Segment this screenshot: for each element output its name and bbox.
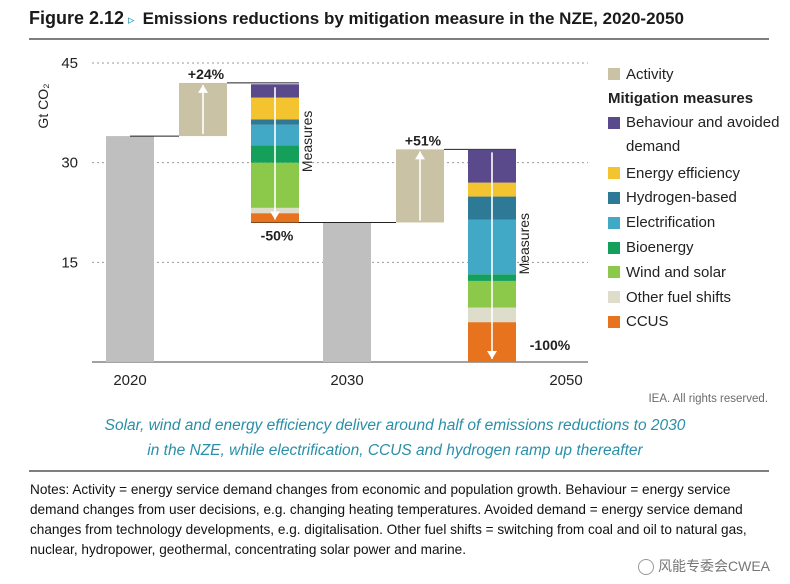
legend-label: Energy efficiency [626,164,740,182]
activity-label: +51% [405,132,442,148]
caption-line-2: in the NZE, while electrification, CCUS … [147,442,643,459]
measures-arrow-head [270,211,280,220]
legend-swatch-activity [608,68,620,81]
legend-item: Bioenergy [608,235,788,260]
activity-arrow-head [415,151,425,160]
legend-items: Behaviour and avoided demand Energy effic… [608,111,788,335]
legend-item: Wind and solar [608,260,788,285]
figure-arrow-icon: ▹ [128,12,135,27]
legend-label-activity: Activity [626,65,674,83]
rights-notice: IEA. All rights reserved. [648,393,768,405]
figure-header: Figure 2.12 ▹ Emissions reductions by miti… [29,8,774,38]
legend-item: Other fuel shifts [608,285,788,310]
y-axis-label: Gt CO₂ [35,83,51,128]
x-tick-label: 2050 [549,372,582,389]
legend-item: CCUS [608,310,788,335]
x-tick-label: 2020 [113,372,146,389]
legend-swatch [608,116,620,129]
legend-swatch [608,216,620,229]
legend-label: Behaviour and avoided demand [626,113,780,155]
reduction-label: -100% [530,337,571,353]
activity-arrow-head [198,84,208,93]
figure-title: Emissions reductions by mitigation measu… [142,9,684,28]
y-tick-label: 15 [61,254,78,271]
legend-label: Other fuel shifts [626,288,732,306]
legend-item: Electrification [608,210,788,235]
reduction-label: -50% [261,227,294,243]
legend-item: Behaviour and avoided demand [608,111,788,161]
measures-arrow-head [487,351,497,359]
legend-swatch [608,266,620,279]
legend-swatch [608,191,620,204]
caption-line-1: Solar, wind and energy efficiency delive… [104,417,686,434]
legend-item-activity: Activity [608,62,788,87]
legend-label: Electrification [626,214,716,232]
figure-number: Figure 2.12 [29,8,125,28]
legend-label: Bioenergy [626,239,694,257]
wechat-icon [638,559,654,576]
waterfall-chart: 15 30 45 Gt CO₂ 2020 2030 2050 +24% +51% Measures… [35,55,588,389]
activity-label: +24% [188,66,225,82]
legend-swatch [608,241,620,254]
caption-divider [29,470,769,472]
x-tick-label: 2030 [330,372,363,389]
legend-swatch [608,167,620,180]
watermark-text: 风能专委会CWEA [658,558,770,574]
y-tick-label: 45 [61,55,78,72]
notes-text: Notes: Activity = energy service demand … [30,482,747,557]
legend-label: Wind and solar [626,263,727,281]
title-divider [29,38,769,40]
legend-item: Hydrogen-based [608,186,788,211]
legend-label: CCUS [626,313,669,331]
legend: Activity Mitigation measures Behaviour a… [608,62,788,334]
legend-swatch [608,315,620,328]
measures-label: Measures [516,213,532,274]
legend-swatch [608,291,620,304]
total-bar [323,222,371,362]
legend-label: Hydrogen-based [626,189,737,207]
legend-heading: Mitigation measures [608,89,754,107]
measures-label: Measures [299,111,315,172]
y-tick-label: 30 [61,155,78,172]
watermark: 风能专委会CWEA [638,556,770,576]
total-bar [106,136,154,362]
figure-caption: Solar, wind and energy efficiency delive… [30,413,760,463]
legend-item: Energy efficiency [608,161,788,186]
